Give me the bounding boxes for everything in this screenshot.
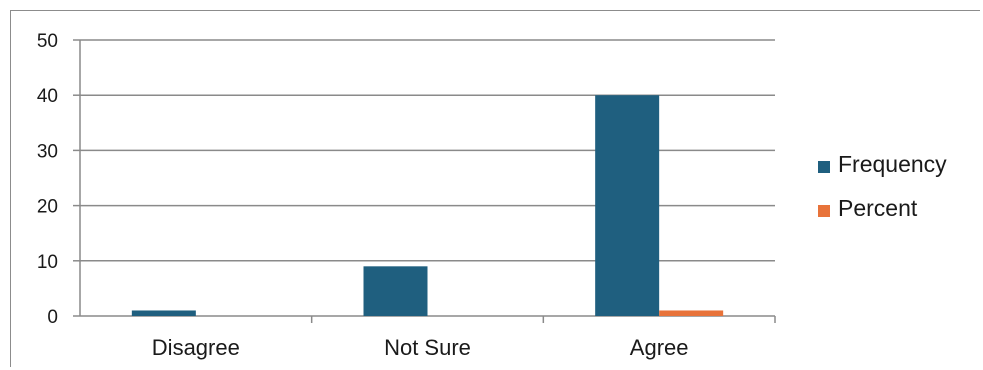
y-tick-label-1: 10 bbox=[37, 252, 58, 273]
x-tick-label-0: Disagree bbox=[152, 335, 240, 360]
bar-frequency-disagree bbox=[131, 310, 196, 316]
chart-frame bbox=[10, 10, 980, 367]
y-tick-label-0: 0 bbox=[47, 307, 58, 328]
x-tick-label-1: Not Sure bbox=[384, 335, 471, 360]
bar-percent-agree bbox=[659, 310, 724, 316]
y-tick-label-4: 40 bbox=[37, 86, 58, 107]
legend-label-percent: Percent bbox=[838, 195, 918, 221]
bar-frequency-not-sure bbox=[363, 266, 428, 316]
legend-label-frequency: Frequency bbox=[838, 151, 947, 177]
legend-swatch-percent bbox=[818, 205, 830, 217]
x-axis: Disagree Not Sure Agree bbox=[80, 315, 776, 360]
y-axis: 0 10 20 30 40 50 bbox=[37, 31, 81, 328]
y-tick-label-2: 20 bbox=[37, 197, 58, 218]
bars bbox=[131, 95, 724, 316]
bar-frequency-agree bbox=[595, 95, 660, 316]
x-tick-label-2: Agree bbox=[630, 335, 689, 360]
y-tick-label-3: 30 bbox=[37, 141, 58, 162]
legend: Frequency Percent bbox=[818, 151, 947, 221]
legend-swatch-frequency bbox=[818, 161, 830, 173]
gridlines bbox=[80, 39, 775, 262]
y-tick-label-5: 50 bbox=[37, 31, 58, 52]
